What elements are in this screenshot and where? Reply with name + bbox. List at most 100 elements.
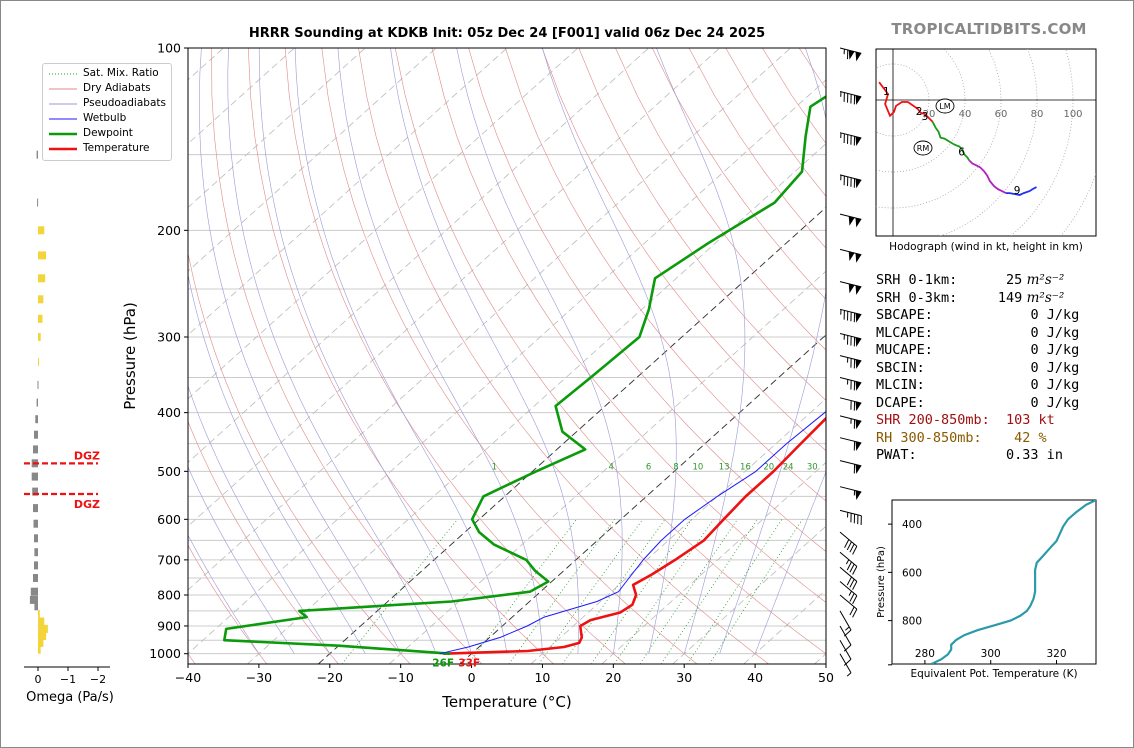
storm-motion-label: LM	[939, 102, 950, 111]
y-tick-label: 500	[157, 464, 181, 479]
mixing-ratio-line	[687, 519, 783, 664]
wind-barb	[839, 91, 862, 105]
wind-barb	[839, 415, 862, 430]
dry-adiabat	[394, 48, 826, 655]
stat-key: MLCIN:	[876, 377, 1031, 393]
omega-bar	[38, 358, 39, 367]
wind-barb	[839, 551, 858, 575]
barb-full	[846, 561, 852, 571]
mix-ratio-label: 1	[492, 462, 497, 472]
hodograph-height-label: 2	[916, 106, 923, 118]
series-dewpoint	[223, 94, 826, 655]
barb-full	[849, 543, 855, 553]
y-tick-label: 300	[157, 329, 181, 344]
barb-flag	[855, 95, 862, 105]
dry-adiabat	[615, 48, 826, 351]
wind-barb	[839, 639, 852, 666]
stat-key: MUCAPE:	[876, 342, 1031, 358]
dry-adiabat	[188, 420, 339, 664]
barb-staff	[839, 91, 862, 98]
isotherm-line	[247, 143, 826, 664]
dry-adiabat	[188, 251, 411, 664]
legend-item-wetbulb: Wetbulb	[49, 112, 127, 124]
mix-ratio-label: 8	[673, 462, 678, 472]
omega-bar	[38, 274, 46, 283]
x-tick-label: 10	[534, 670, 550, 685]
x-tick-label: 20	[605, 670, 621, 685]
stat-value: 103 kt	[1006, 412, 1055, 428]
theta-e-x-tick-label: 280	[915, 648, 935, 660]
hodograph-ring-label: 60	[995, 109, 1008, 120]
barb-flag	[855, 464, 862, 474]
barb-full	[852, 595, 858, 605]
stat-value: 42 %	[1014, 429, 1047, 446]
mix-ratio-label: 6	[646, 462, 651, 472]
mixing-ratio-line	[508, 519, 616, 664]
x-tick-label: −10	[387, 670, 413, 685]
mixing-ratio-line	[538, 519, 644, 664]
omega-bar	[34, 561, 38, 570]
x-tick-label: 40	[747, 670, 763, 685]
barb-flag	[855, 51, 862, 62]
hodograph-height-label: 6	[958, 146, 965, 158]
stat-value: 0 J/kg	[1030, 307, 1080, 323]
wind-barb	[839, 486, 862, 501]
mix-ratio-label: 10	[692, 462, 703, 472]
legend-item-temperature: Temperature	[49, 142, 150, 154]
omega-bar	[33, 445, 38, 454]
y-tick-label: 400	[157, 405, 181, 420]
hodograph-trace	[968, 159, 1007, 194]
omega-bar	[33, 519, 38, 528]
dgz-top-label: DGZ	[74, 449, 100, 462]
barb-full	[843, 644, 852, 652]
pseudoadiabat	[337, 48, 543, 654]
stat-row: MLCIN: 0 J/kg	[876, 377, 1116, 395]
omega-bar	[33, 504, 38, 513]
mix-ratio-label: 24	[783, 462, 794, 472]
mixing-ratio-line	[467, 519, 577, 664]
barb-flag	[855, 313, 862, 323]
omega-bar	[34, 534, 38, 543]
dry-adiabat	[578, 48, 826, 401]
hodograph-plot: 20 40 60 80 100 1 2 3 6 9 LM RM	[876, 49, 1096, 236]
barb-flag	[848, 216, 855, 226]
dry-adiabat	[211, 48, 483, 664]
hodograph-ring-label: 80	[1031, 109, 1044, 120]
omega-bar	[38, 295, 44, 304]
omega-bar	[34, 548, 38, 557]
surface-dewpoint-label: 26F	[432, 658, 454, 670]
omega-bar	[38, 645, 41, 654]
stat-key: SBCIN:	[876, 359, 1031, 376]
wind-barb	[839, 248, 862, 263]
dry-adiabat	[505, 48, 826, 502]
y-tick-label: 700	[157, 552, 181, 567]
hodograph-trace	[931, 121, 970, 161]
omega-bar	[38, 624, 48, 633]
omega-bar	[34, 430, 38, 439]
mix-ratio-label: 36	[827, 462, 838, 472]
y-tick-label: 100	[157, 41, 181, 56]
legend-item-pseudoadiabats: Pseudoadiabats	[49, 97, 166, 109]
barb-full	[852, 581, 858, 590]
skewt-axes-frame	[187, 47, 827, 665]
barb-staff	[839, 594, 858, 610]
series-wetbulb	[439, 410, 826, 655]
pseudoadiabat	[199, 48, 401, 654]
dry-adiabat	[248, 48, 554, 664]
stat-value: 0 J/kg	[1030, 359, 1080, 376]
wind-barb	[839, 460, 862, 474]
mixing-ratio-line	[614, 519, 715, 664]
stat-row: SRH 0-1km: 25 m²s⁻²	[876, 272, 1116, 290]
stat-key: SBCAPE:	[876, 307, 1031, 323]
wind-barb	[839, 281, 862, 295]
pseudoadiabat	[719, 48, 826, 654]
barb-full	[852, 608, 858, 618]
legend-item-dry-adiabats: Dry Adiabats	[49, 82, 151, 94]
omega-bar	[35, 415, 38, 424]
hodograph-ring-label: 40	[959, 109, 972, 120]
stat-value: 25	[1006, 272, 1023, 288]
barb-flag	[855, 401, 862, 412]
mix-ratio-label: 30	[807, 462, 818, 472]
wind-barb	[839, 610, 852, 637]
theta-e-y-tick-label: 400	[902, 519, 922, 531]
